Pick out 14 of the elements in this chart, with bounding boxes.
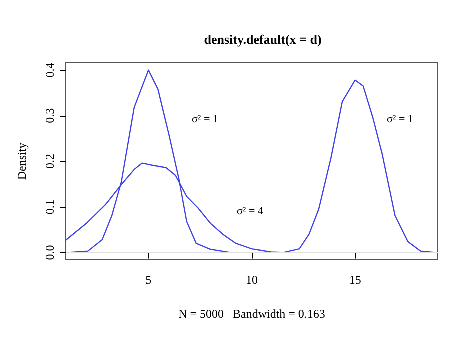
y-tick-label: 0.3 xyxy=(43,108,57,124)
x-axis-title: N = 5000 Bandwidth = 0.163 xyxy=(178,307,326,321)
x-tick-label: 10 xyxy=(246,273,258,287)
annotation: σ² = 1 xyxy=(387,114,414,126)
y-tick-label: 0.0 xyxy=(43,245,57,260)
annotation: σ² = 4 xyxy=(237,206,264,218)
y-tick-label: 0.2 xyxy=(43,154,57,169)
y-tick-label: 0.4 xyxy=(43,62,57,78)
chart-title: density.default(x = d) xyxy=(204,32,322,47)
y-tick-label: 0.1 xyxy=(43,200,57,215)
y-axis-title: Density xyxy=(15,142,29,180)
x-tick-label: 5 xyxy=(146,273,152,287)
x-tick-label: 15 xyxy=(349,273,362,287)
annotation: σ² = 1 xyxy=(192,114,218,126)
